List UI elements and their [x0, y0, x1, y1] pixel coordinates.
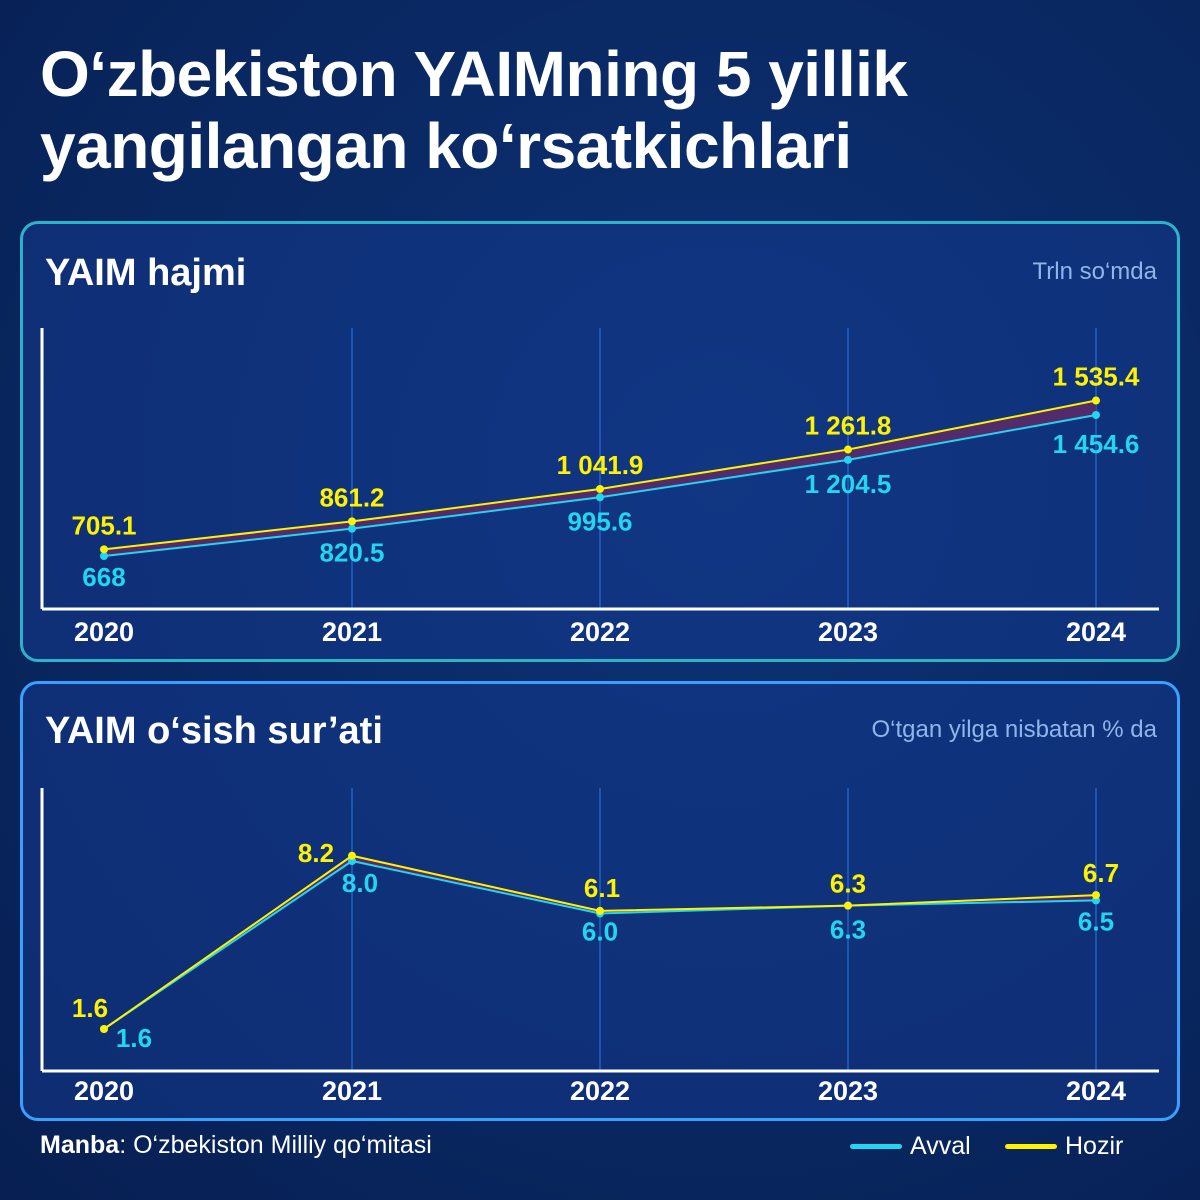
label-current-2024: 6.7	[1083, 858, 1119, 888]
legend-previous: Avval	[850, 1131, 971, 1161]
x-tick-2022: 2022	[570, 617, 630, 647]
gdp-growth-unit: O‘tgan yilga nisbatan % da	[871, 716, 1157, 743]
label-previous-2022: 6.0	[582, 917, 618, 947]
label-previous-2023: 1 204.5	[805, 469, 892, 499]
legend-current-swatch	[1005, 1143, 1057, 1149]
x-tick-2023: 2023	[818, 1076, 878, 1106]
legend-current: Hozir	[1005, 1131, 1123, 1161]
label-current-2024: 1 535.4	[1053, 362, 1140, 392]
source-note: Manba: O‘zbekiston Milliy qo‘mitasi	[40, 1131, 432, 1160]
point-current-2020	[100, 1025, 108, 1033]
label-current-2020: 705.1	[71, 510, 136, 540]
point-current-2022	[596, 906, 604, 915]
point-current-2022	[596, 484, 604, 493]
x-tick-2020: 2020	[74, 617, 134, 647]
point-current-2024	[1092, 396, 1100, 405]
x-tick-2023: 2023	[818, 617, 878, 647]
source-label: Manba	[40, 1131, 120, 1159]
label-current-2023: 1 261.8	[805, 411, 892, 441]
x-tick-2020: 2020	[74, 1076, 134, 1106]
point-current-2023	[844, 901, 852, 910]
label-previous-2024: 6.5	[1078, 906, 1114, 936]
point-current-2020	[100, 545, 108, 554]
point-current-2021	[348, 517, 356, 526]
label-current-2022: 6.1	[584, 873, 620, 903]
title-line-1: O‘zbekiston YAIMning 5 yillik	[40, 38, 908, 110]
point-previous-2020	[100, 552, 108, 560]
title-line-2: yangilangan ko‘rsatkichlari	[40, 110, 852, 182]
x-tick-2021: 2021	[322, 617, 382, 647]
label-previous-2024: 1 454.6	[1053, 429, 1140, 459]
point-previous-2023	[844, 455, 852, 464]
point-current-2024	[1092, 891, 1100, 900]
difference-band	[104, 400, 1096, 556]
legend-previous-label: Avval	[910, 1131, 971, 1160]
label-previous-2022: 995.6	[567, 506, 632, 536]
label-previous-2020: 1.6	[116, 1023, 152, 1053]
legend-previous-swatch	[850, 1143, 902, 1149]
label-current-2021: 8.2	[298, 838, 334, 868]
point-current-2021	[348, 851, 356, 860]
label-current-2023: 6.3	[830, 869, 866, 899]
point-previous-2024	[1092, 411, 1100, 419]
point-current-2023	[844, 445, 852, 454]
label-previous-2020: 668	[82, 562, 125, 592]
source-text: : O‘zbekiston Milliy qo‘mitasi	[119, 1131, 432, 1159]
page-title: O‘zbekiston YAIMning 5 yillik yangilanga…	[40, 38, 1160, 182]
label-current-2021: 861.2	[319, 482, 384, 512]
x-tick-2022: 2022	[570, 1076, 630, 1106]
legend-current-label: Hozir	[1065, 1131, 1124, 1160]
label-previous-2021: 820.5	[319, 538, 384, 568]
gdp-growth-title: YAIM o‘sish sur’ati	[45, 710, 383, 752]
label-previous-2023: 6.3	[830, 915, 866, 945]
label-previous-2021: 8.0	[342, 868, 378, 898]
x-tick-2021: 2021	[322, 1076, 382, 1106]
label-current-2022: 1 041.9	[557, 450, 644, 480]
label-current-2020: 1.6	[72, 993, 108, 1023]
gdp-volume-title: YAIM hajmi	[45, 252, 247, 294]
gdp-volume-unit: Trln so‘mda	[1032, 258, 1157, 285]
x-tick-2024: 2024	[1066, 617, 1126, 647]
point-previous-2021	[348, 524, 356, 533]
point-previous-2022	[596, 493, 604, 502]
x-tick-2024: 2024	[1066, 1076, 1126, 1106]
